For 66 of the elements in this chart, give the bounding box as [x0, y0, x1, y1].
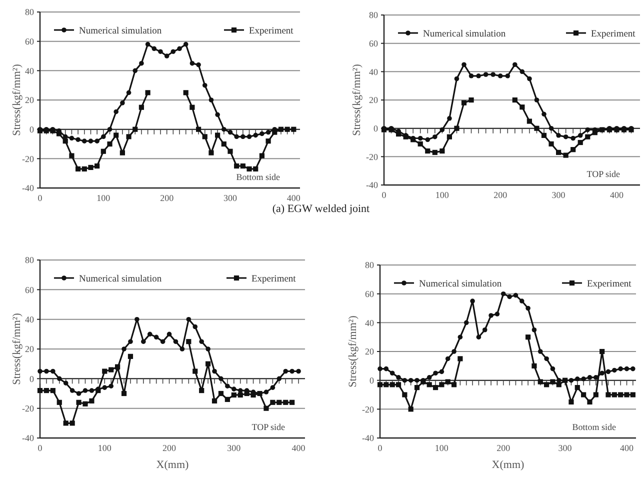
y-tick-label: -40 — [366, 180, 378, 190]
y-tick-label: 60 — [25, 284, 34, 295]
annotation: Bottom side — [236, 172, 280, 182]
x-tick-label: 200 — [494, 190, 508, 200]
x-tick-label: 200 — [496, 443, 511, 453]
x-tick-label: 400 — [620, 443, 634, 453]
y-tick-label: 60 — [365, 288, 374, 299]
legend-label: Numerical simulation — [79, 26, 162, 36]
x-tick-label: 300 — [558, 443, 572, 453]
y-tick-label: -20 — [366, 152, 378, 162]
x-axis-title: X(mm) — [156, 459, 190, 471]
y-tick-label: 20 — [365, 346, 374, 357]
y-tick-label: 80 — [25, 7, 34, 18]
y-tick-label: 0 — [374, 123, 378, 134]
x-tick-label: 400 — [610, 190, 624, 200]
y-tick-label: -20 — [362, 404, 374, 414]
y-tick-label: 80 — [365, 260, 374, 270]
y-tick-label: 20 — [369, 95, 378, 106]
y-tick-label: 40 — [369, 66, 378, 77]
x-tick-label: 300 — [552, 190, 566, 200]
legend-label: Experiment — [587, 279, 632, 290]
x-axis-title: X(mm) — [492, 459, 525, 471]
legend-label: Experiment — [252, 274, 296, 284]
x-tick-label: 400 — [286, 193, 301, 203]
annotation: Bottom side — [572, 422, 616, 432]
x-tick-label: 300 — [223, 193, 238, 203]
x-tick-label: 0 — [38, 193, 43, 203]
legend-label: Numerical simulation — [423, 29, 506, 40]
x-tick-label: 100 — [435, 190, 450, 200]
y-tick-label: -40 — [362, 433, 374, 444]
y-tick-label: 40 — [25, 314, 34, 324]
annotation: TOP side — [252, 422, 285, 432]
x-tick-label: 0 — [382, 190, 387, 200]
legend-label: Experiment — [249, 26, 294, 36]
y-tick-label: -20 — [22, 403, 34, 414]
y-tick-label: -20 — [22, 154, 34, 164]
y-axis-title: Stress(kgf/mm²) — [11, 312, 23, 385]
y-tick-label: 80 — [369, 10, 378, 20]
x-tick-label: 100 — [434, 443, 449, 453]
y-axis-title: Stress(kgf/mm²) — [11, 64, 23, 136]
y-tick-label: 60 — [369, 38, 378, 48]
x-tick-label: 300 — [227, 443, 242, 453]
y-tick-label: 0 — [30, 374, 34, 384]
legend-label: Numerical simulation — [79, 274, 162, 284]
y-tick-label: 20 — [25, 344, 34, 354]
text: (a) EGW welded joint — [272, 203, 370, 215]
y-tick-label: 40 — [365, 318, 374, 328]
y-axis-title: Stress(kgf/mm²) — [347, 315, 359, 388]
x-tick-label: 400 — [292, 443, 306, 453]
y-tick-label: -40 — [22, 433, 34, 444]
legend-label: Numerical simulation — [419, 279, 502, 290]
x-tick-label: 0 — [38, 443, 43, 453]
y-tick-label: 40 — [25, 66, 34, 76]
y-axis-title: Stress(kgf/mm²) — [351, 64, 363, 136]
y-tick-label: 20 — [25, 95, 34, 106]
y-tick-label: 0 — [30, 124, 34, 134]
annotation: TOP side — [586, 169, 620, 179]
y-tick-label: -40 — [22, 183, 34, 194]
legend-label: Experiment — [591, 29, 636, 40]
x-tick-label: 200 — [160, 193, 174, 203]
x-tick-label: 100 — [98, 443, 112, 453]
y-tick-label: 60 — [25, 36, 34, 46]
y-tick-label: 0 — [370, 375, 374, 386]
x-tick-label: 200 — [162, 443, 177, 453]
y-tick-label: 80 — [25, 255, 34, 266]
x-tick-label: 100 — [96, 193, 111, 203]
